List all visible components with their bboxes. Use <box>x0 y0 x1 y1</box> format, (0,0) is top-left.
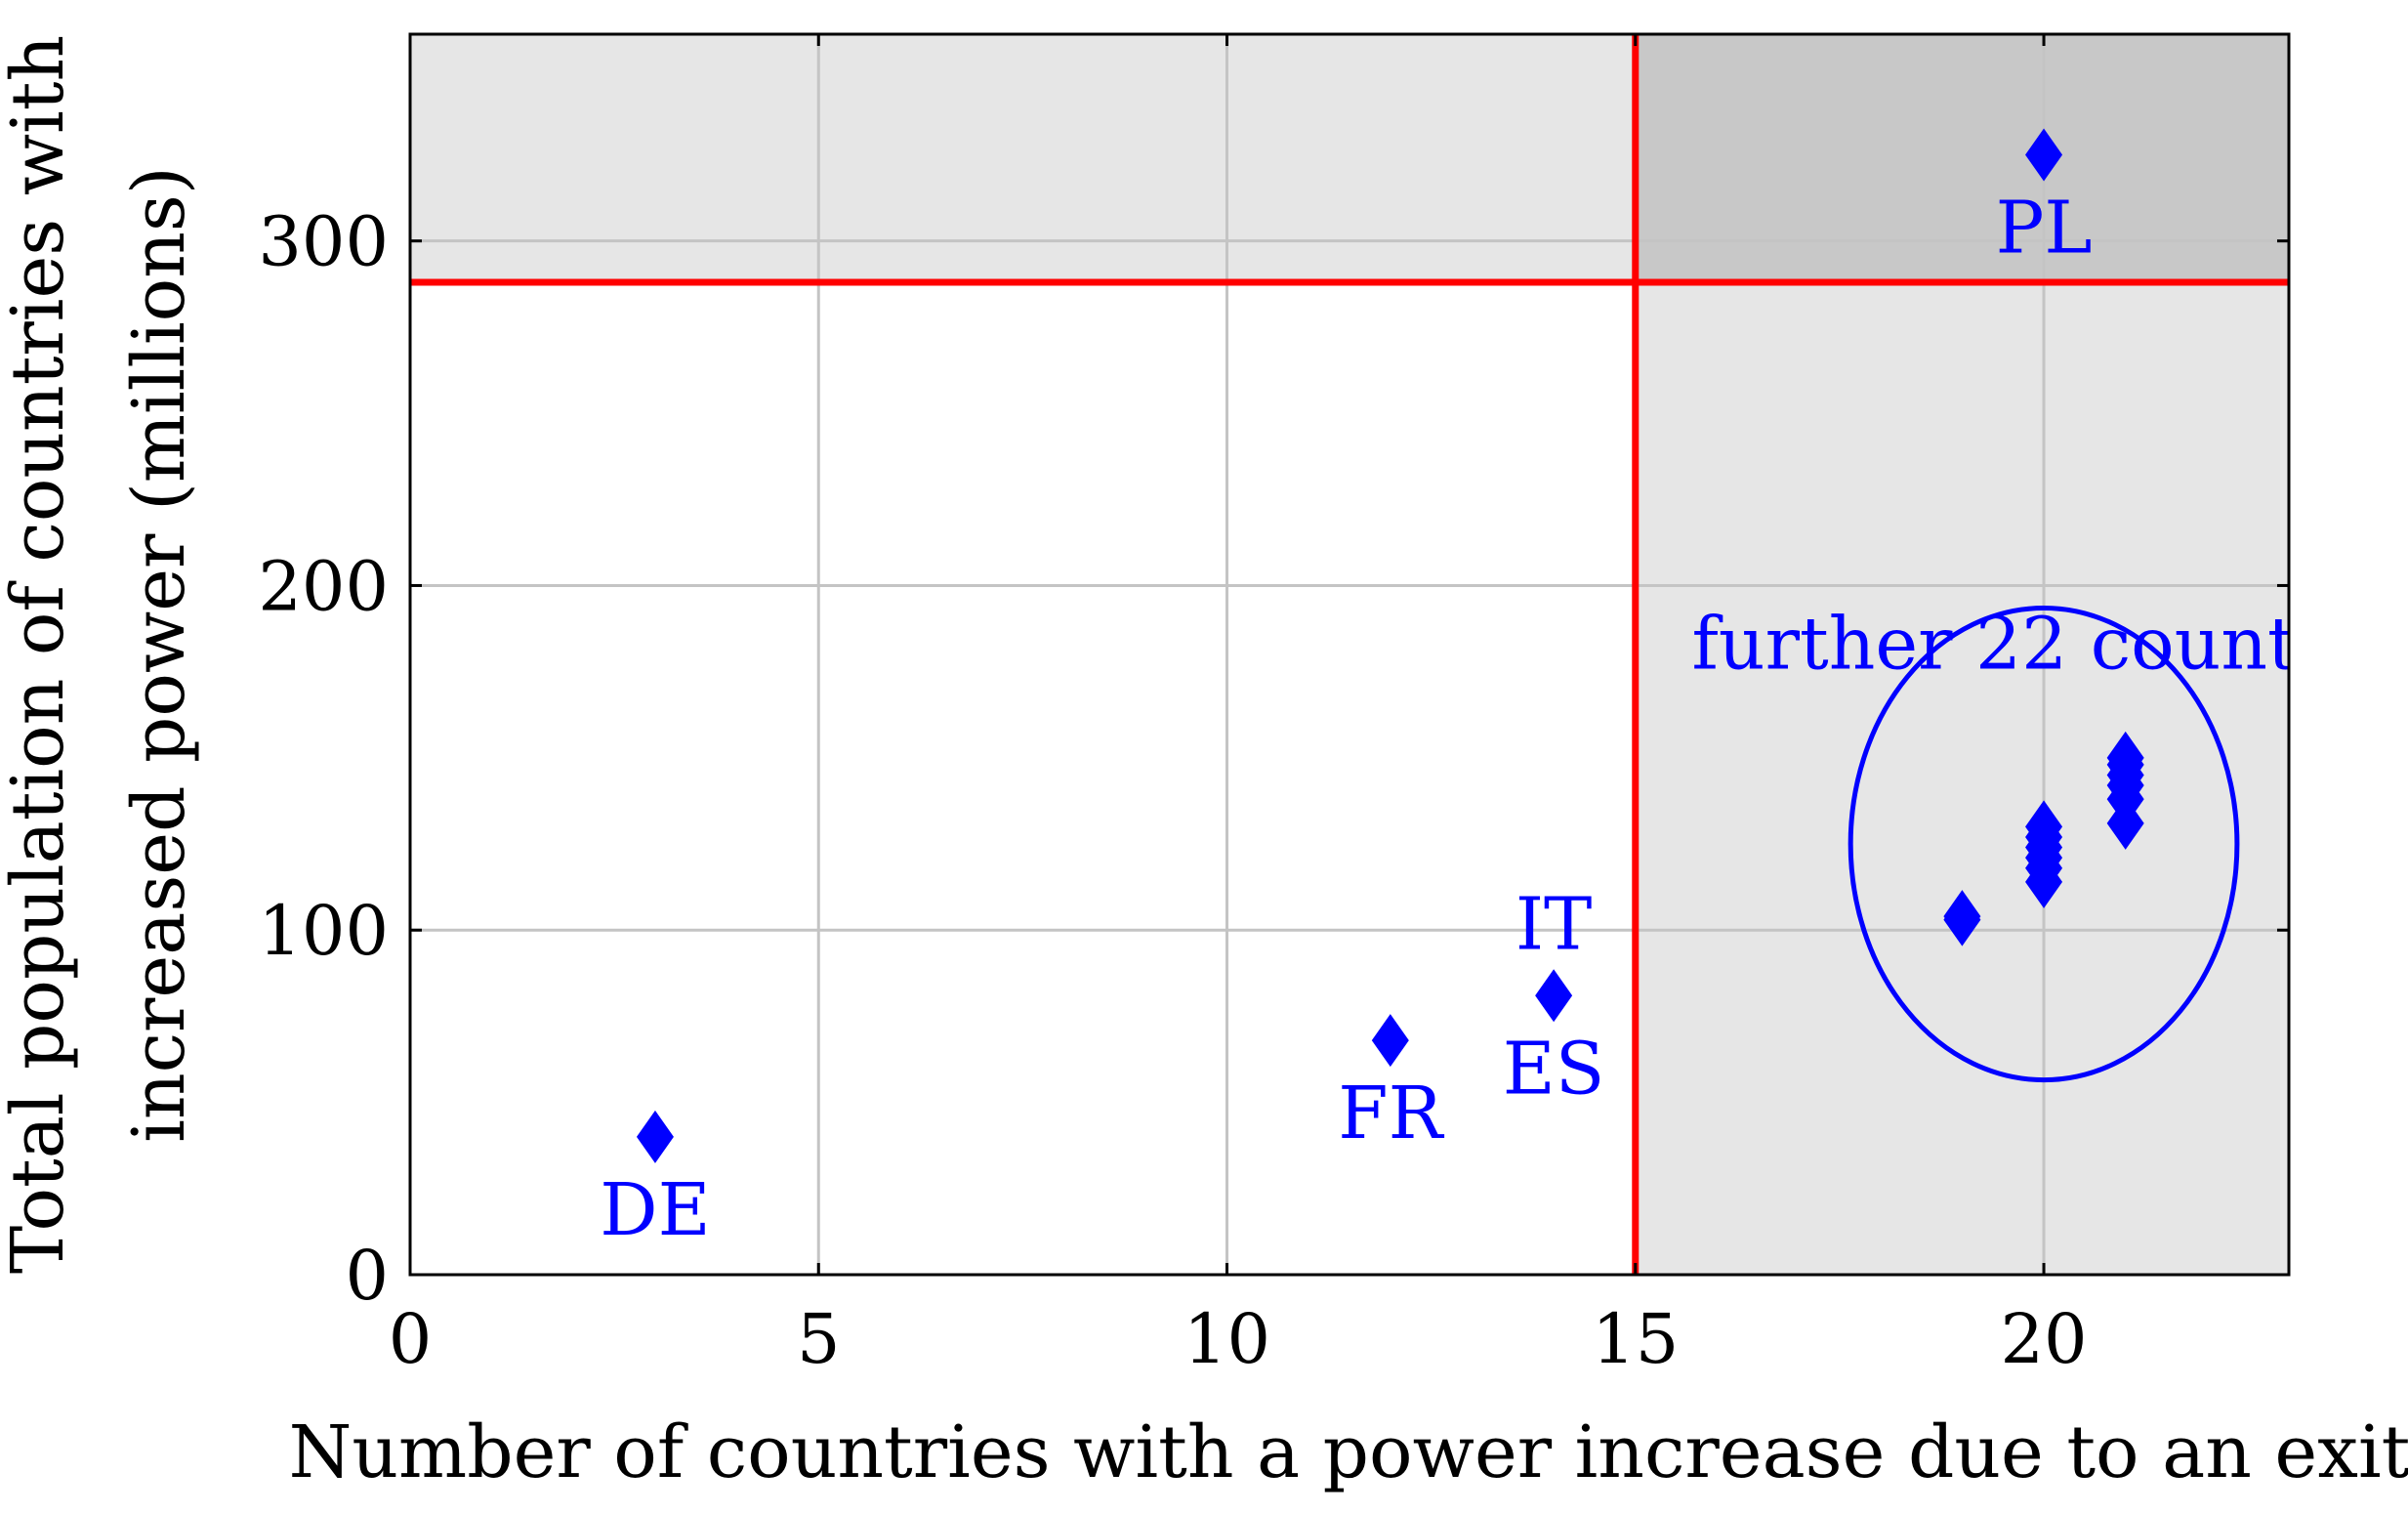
data-points: DE FR IT ES PL <box>600 128 2093 1252</box>
group-ellipse <box>1848 605 2240 1083</box>
y-axis-title-line-2: increased power (millions) <box>117 166 201 1142</box>
point-label-pl: PL <box>1996 186 2093 270</box>
point-label-es: ES <box>1503 1027 1605 1111</box>
y-tick-label: 100 <box>258 891 389 971</box>
x-axis-ticks: 0 5 10 15 20 <box>389 34 2088 1379</box>
point-marker-pl <box>2025 128 2063 182</box>
point-marker-it <box>1535 969 1573 1023</box>
group-layer: further 22 countries <box>1692 602 2408 1083</box>
x-tick-label: 20 <box>2001 1299 2088 1379</box>
x-tick-label: 10 <box>1183 1299 1270 1379</box>
point-marker-fr <box>1371 1014 1409 1068</box>
y-axis-title-line-1: Total population of countries with <box>0 35 80 1274</box>
region-top-left <box>410 34 1636 282</box>
y-tick-label: 0 <box>345 1236 389 1316</box>
x-tick-label: 5 <box>797 1299 841 1379</box>
shaded-regions <box>410 34 2289 1275</box>
threshold-lines <box>410 34 2289 1275</box>
group-point <box>2106 731 2144 784</box>
x-tick-label: 0 <box>389 1299 433 1379</box>
point-marker-de <box>636 1110 674 1163</box>
x-axis-title: Number of countries with a power increas… <box>289 1410 2408 1494</box>
point-label-fr: FR <box>1338 1072 1444 1156</box>
x-tick-label: 15 <box>1592 1299 1679 1379</box>
y-axis-ticks: 0 100 200 300 <box>258 202 2289 1316</box>
y-tick-label: 300 <box>258 202 389 282</box>
point-label-de: DE <box>600 1168 710 1252</box>
region-bottom-right <box>1635 282 2289 1275</box>
region-top-right <box>1635 34 2289 282</box>
point-label-it: IT <box>1515 882 1593 966</box>
y-tick-label: 200 <box>258 546 389 626</box>
group-point <box>1943 890 1981 944</box>
plot-frame <box>408 32 2291 1277</box>
group-point <box>2025 800 2063 854</box>
group-label: further 22 countries <box>1692 602 2408 686</box>
